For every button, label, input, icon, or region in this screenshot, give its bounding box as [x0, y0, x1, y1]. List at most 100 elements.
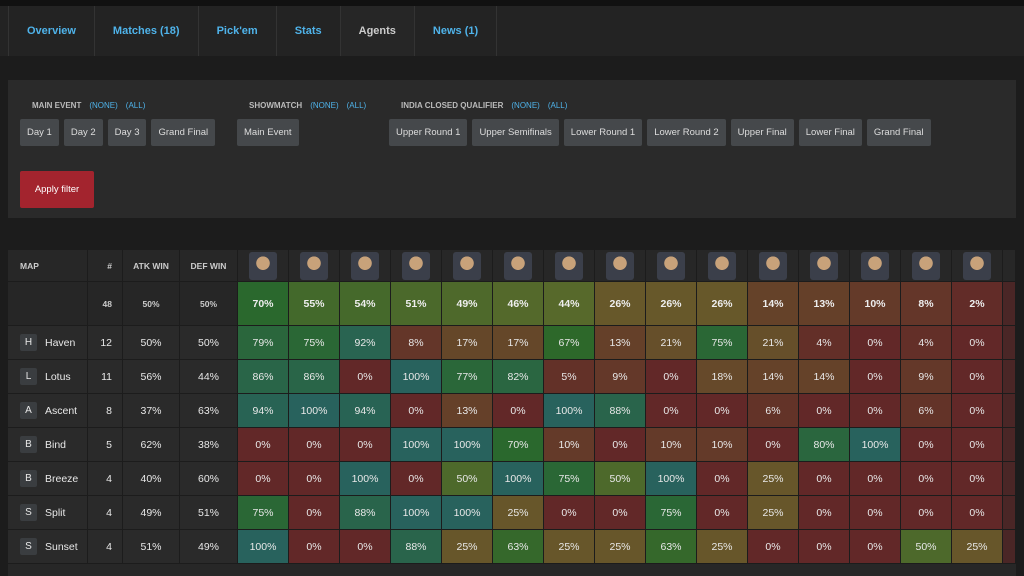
nav-tab[interactable]: Overview: [8, 6, 95, 56]
totals-pick-rate: 44%: [544, 282, 595, 326]
select-all-link[interactable]: (ALL): [346, 100, 367, 110]
map-pick-rate: 0%: [901, 496, 952, 530]
map-pick-rate: 94%: [238, 394, 289, 428]
map-pick-rate: 88%: [391, 530, 442, 564]
select-none-link[interactable]: (NONE): [89, 100, 118, 110]
map-atk-win: 37%: [123, 394, 180, 428]
map-pick-rate: 75%: [289, 326, 340, 360]
map-name[interactable]: Split: [45, 506, 66, 519]
filter-button[interactable]: Day 3: [107, 119, 147, 146]
totals-count: 48: [88, 282, 123, 326]
nav-tab[interactable]: Stats: [277, 6, 341, 56]
map-pick-rate: 0%: [850, 394, 901, 428]
filter-button[interactable]: Day 2: [63, 119, 103, 146]
map-name[interactable]: Sunset: [45, 540, 78, 553]
filter-button[interactable]: Grand Final: [866, 119, 931, 146]
map-name[interactable]: Lotus: [45, 370, 71, 383]
map-pick-rate: 75%: [544, 462, 595, 496]
map-def-win: 63%: [180, 394, 238, 428]
filter-button[interactable]: Upper Final: [730, 119, 794, 146]
map-pick-rate: 92%: [340, 326, 391, 360]
filter-button[interactable]: Grand Final: [151, 119, 216, 146]
map-atk-win: 56%: [123, 360, 180, 394]
map-pick-rate: 0%: [289, 496, 340, 530]
select-none-link[interactable]: (NONE): [310, 100, 339, 110]
map-pick-rate: 0%: [799, 462, 850, 496]
map-pick-rate: 75%: [238, 496, 289, 530]
map-pick-rate: 100%: [391, 496, 442, 530]
map-pick-rate: 0%: [289, 462, 340, 496]
map-pick-rate: 18%: [697, 360, 748, 394]
map-pick-rate: 0%: [799, 530, 850, 564]
totals-pick-rate: 2%: [952, 282, 1003, 326]
map-def-win: 38%: [180, 428, 238, 462]
filter-group-header: MAIN EVENT (NONE) (ALL): [20, 98, 215, 112]
agent-header: [544, 250, 595, 282]
map-pick-rate: 77%: [442, 360, 493, 394]
totals-pick-rate: 14%: [748, 282, 799, 326]
map-letter-badge: B: [20, 470, 37, 487]
map-letter-badge: B: [20, 436, 37, 453]
map-pick-rate: 21%: [646, 326, 697, 360]
map-pick-rate: 0%: [697, 394, 748, 428]
map-pick-rate: 100%: [442, 428, 493, 462]
map-name[interactable]: Bind: [45, 438, 67, 451]
filter-button[interactable]: Upper Round 1: [389, 119, 468, 146]
map-name[interactable]: Breeze: [45, 472, 79, 485]
map-pick-rate: 0%: [340, 360, 391, 394]
map-pick-rate: 100%: [850, 428, 901, 462]
filter-group: INDIA CLOSED QUALIFIER (NONE) (ALL) Upper R…: [389, 98, 931, 146]
map-name[interactable]: Haven: [45, 336, 76, 349]
map-letter-badge: L: [20, 368, 37, 385]
row-filler: [1003, 428, 1016, 462]
nav-tab[interactable]: News (1): [415, 6, 498, 56]
map-count: 12: [88, 326, 123, 360]
agent-icon: [759, 251, 787, 280]
map-name[interactable]: Ascent: [45, 404, 78, 417]
map-pick-rate: 21%: [748, 326, 799, 360]
nav-tab[interactable]: Agents: [340, 6, 415, 56]
map-count: 11: [88, 360, 123, 394]
apply-filter-button[interactable]: Apply filter: [20, 171, 94, 208]
select-none-link[interactable]: (NONE): [511, 100, 540, 110]
filter-button[interactable]: Lower Round 1: [563, 119, 643, 146]
filter-button[interactable]: Lower Final: [798, 119, 862, 146]
filter-button[interactable]: Main Event: [237, 119, 299, 146]
map-pick-rate: 6%: [901, 394, 952, 428]
map-pick-rate: 0%: [850, 530, 901, 564]
nav-tab[interactable]: Pick'em: [199, 6, 277, 56]
filter-button[interactable]: Lower Round 2: [647, 119, 726, 146]
map-pick-rate: 13%: [595, 326, 646, 360]
map-pick-rate: 0%: [850, 496, 901, 530]
agent-header: [799, 250, 850, 282]
map-count: 4: [88, 496, 123, 530]
map-pick-rate: 25%: [952, 530, 1003, 564]
select-all-link[interactable]: (ALL): [125, 100, 146, 110]
row-filler: [1003, 394, 1016, 428]
map-pick-rate: 50%: [901, 530, 952, 564]
agent-icon: [963, 251, 991, 280]
select-all-link[interactable]: (ALL): [547, 100, 568, 110]
nav-tab[interactable]: Matches (18): [95, 6, 199, 56]
row-filler: [1003, 326, 1016, 360]
totals-label: [8, 282, 88, 326]
map-count: 8: [88, 394, 123, 428]
map-cell: B Bind: [8, 428, 88, 462]
filter-button[interactable]: Day 1: [20, 119, 59, 146]
agent-header: [901, 250, 952, 282]
agent-icon: [810, 251, 838, 280]
agent-icon: [861, 251, 889, 280]
filter-button[interactable]: Upper Semifinals: [472, 119, 559, 146]
header-filler: [1003, 250, 1016, 282]
map-pick-rate: 0%: [748, 428, 799, 462]
row-filler: [1003, 496, 1016, 530]
totals-pick-rate: 26%: [595, 282, 646, 326]
filter-group: SHOWMATCH (NONE) (ALL) Main Event: [237, 98, 366, 146]
filter-group-header: INDIA CLOSED QUALIFIER (NONE) (ALL): [389, 98, 931, 112]
map-pick-rate: 0%: [697, 496, 748, 530]
filter-group-title: MAIN EVENT: [32, 100, 82, 110]
nav-bar: Overview Matches (18) Pick'em Stats Agents Ne…: [0, 0, 1024, 56]
map-letter-badge: S: [20, 538, 37, 555]
totals-atk-win: 50%: [123, 282, 180, 326]
